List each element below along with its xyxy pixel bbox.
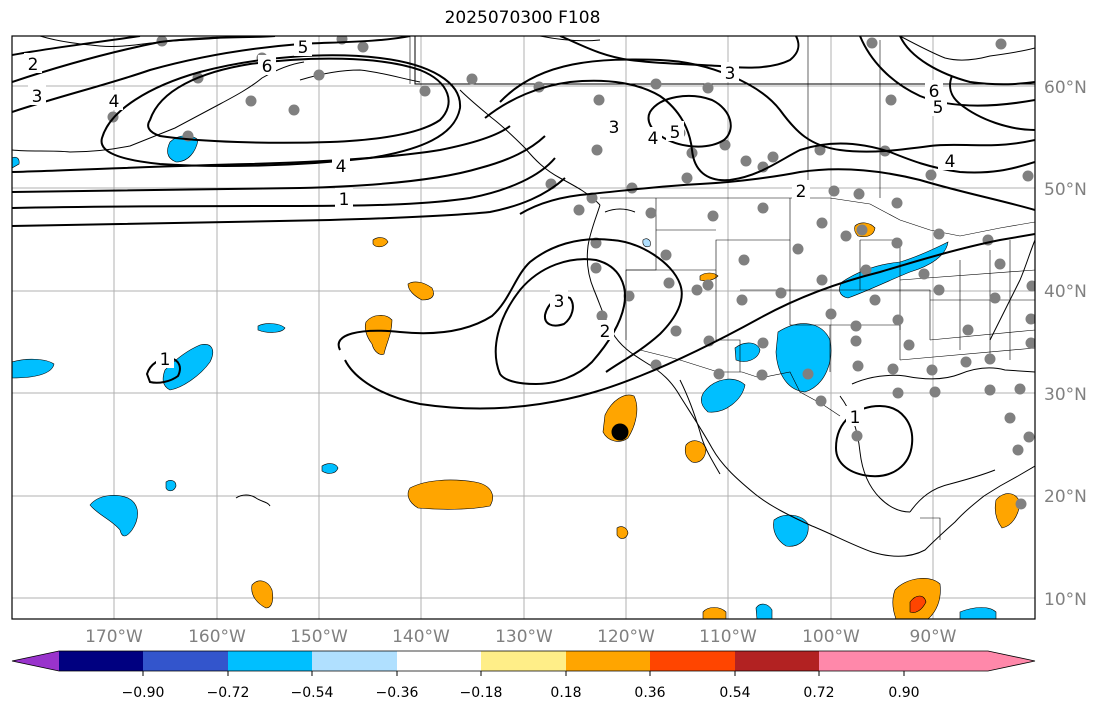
- contour-labels: 2 3 4 5 6 5 6 1 4 3 4 5 3 2 6 5 4 1 3 2 …: [24, 36, 956, 428]
- colorbar-segment: [228, 651, 312, 671]
- lat-label: 50°N: [1044, 180, 1087, 200]
- map-frame: [11, 35, 1036, 620]
- colorbar-tick-label: 0.18: [550, 685, 581, 701]
- negative-anomaly-area: [12, 358, 55, 379]
- negative-anomaly-area: [773, 514, 809, 547]
- negative-anomaly-area: [839, 241, 949, 299]
- negative-anomaly-area: [734, 342, 761, 362]
- contour-label: 3: [609, 118, 620, 138]
- negative-anomaly-area: [321, 463, 339, 474]
- contour-label: 1: [339, 190, 350, 210]
- positive-anomaly-area: [364, 315, 393, 355]
- colorbar-tick-label: −0.36: [376, 685, 419, 701]
- contour-label: 1: [160, 350, 171, 370]
- contour-label: 6: [262, 57, 273, 77]
- contour-label: 4: [336, 157, 347, 177]
- colorbar-segment: [481, 651, 566, 671]
- negative-anomaly-area: [959, 607, 997, 619]
- contour-lines: [12, 36, 1035, 478]
- positive-anomaly-area: [372, 237, 389, 248]
- colorbar-tick-label: 0.72: [803, 685, 834, 701]
- lon-label: 120°W: [597, 627, 655, 647]
- negative-anomaly-area: [257, 323, 286, 333]
- latitude-labels: 60°N 50°N 40°N 30°N 20°N 10°N: [1044, 78, 1087, 610]
- negative-anomaly-area: [89, 495, 138, 537]
- negative-anomaly-area: [755, 603, 773, 619]
- lat-label: 40°N: [1044, 282, 1087, 302]
- colorbar: −0.90 −0.72 −0.54 −0.36 −0.18 0.18 0.36 …: [11, 650, 1036, 701]
- positive-anomaly-area: [616, 526, 629, 539]
- positive-anomaly-area: [251, 580, 274, 609]
- colorbar-segment: [143, 651, 228, 671]
- colorbar-tick-label: −0.90: [122, 685, 165, 701]
- contour-label: 6: [929, 82, 940, 102]
- colorbar-segment: [59, 651, 143, 671]
- colorbar-upper-extension: [904, 651, 1035, 671]
- positive-anomaly-area: [699, 272, 719, 282]
- contour-label: 3: [554, 292, 565, 312]
- positive-anomaly-area: [407, 281, 434, 301]
- colorbar-tick-label: 0.36: [634, 685, 665, 701]
- positive-anomaly-area: [684, 440, 707, 463]
- contour-label: 1: [850, 408, 861, 428]
- lon-label: 150°W: [290, 627, 348, 647]
- lat-label: 60°N: [1044, 78, 1087, 98]
- negative-anomaly-area: [165, 480, 177, 492]
- coastlines: [12, 36, 1035, 557]
- colorbar-tick-label: −0.18: [460, 685, 503, 701]
- negative-anomaly-area: [701, 378, 746, 413]
- colorbar-segment: [735, 651, 819, 671]
- lon-label: 140°W: [392, 627, 450, 647]
- colorbar-tick-label: −0.72: [207, 685, 250, 701]
- contour-label: 4: [945, 152, 956, 172]
- lon-label: 130°W: [495, 627, 553, 647]
- lat-label: 30°N: [1044, 385, 1087, 405]
- positive-anomaly-area: [407, 479, 493, 510]
- lon-label: 160°W: [188, 627, 246, 647]
- longitude-labels: 170°W 160°W 150°W 140°W 130°W 120°W 110°…: [85, 627, 957, 647]
- lat-label: 10°N: [1044, 590, 1087, 610]
- negative-anomaly-area: [642, 238, 651, 248]
- map-title: 2025070300 F108: [444, 8, 601, 28]
- colorbar-tick-label: −0.54: [291, 685, 334, 701]
- positive-anomaly-area: [602, 394, 638, 442]
- strong-positive-anomaly-area: [909, 595, 927, 613]
- colorbar-segment: [650, 651, 735, 671]
- contour-label: 2: [28, 55, 39, 75]
- colorbar-segment: [397, 651, 481, 671]
- highlighted-station-marker: [611, 423, 629, 441]
- contour-label: 5: [933, 98, 944, 118]
- contour-label: 5: [298, 38, 309, 58]
- contour-label: 4: [648, 129, 659, 149]
- colorbar-segment: [566, 651, 650, 671]
- lon-label: 100°W: [802, 627, 860, 647]
- lon-label: 90°W: [910, 627, 957, 647]
- contour-label: 5: [670, 123, 681, 143]
- contour-label: 2: [796, 182, 807, 202]
- contour-label: 4: [109, 92, 120, 112]
- colorbar-lower-extension: [12, 651, 59, 671]
- contour-label: 3: [725, 64, 736, 84]
- negative-anomaly-area: [775, 323, 832, 393]
- colorbar-segment: [312, 651, 397, 671]
- colorbar-segment: [819, 651, 904, 671]
- lon-label: 170°W: [85, 627, 143, 647]
- contour-label: 2: [600, 322, 611, 342]
- colorbar-tick-label: 0.90: [888, 685, 919, 701]
- positive-anomaly-area: [994, 493, 1021, 529]
- contour-label: 3: [32, 87, 43, 107]
- positive-anomaly-area: [702, 607, 727, 619]
- colorbar-tick-label: 0.54: [719, 685, 750, 701]
- lat-label: 20°N: [1044, 487, 1087, 507]
- negative-anomaly-area: [12, 156, 20, 169]
- lon-label: 110°W: [699, 627, 757, 647]
